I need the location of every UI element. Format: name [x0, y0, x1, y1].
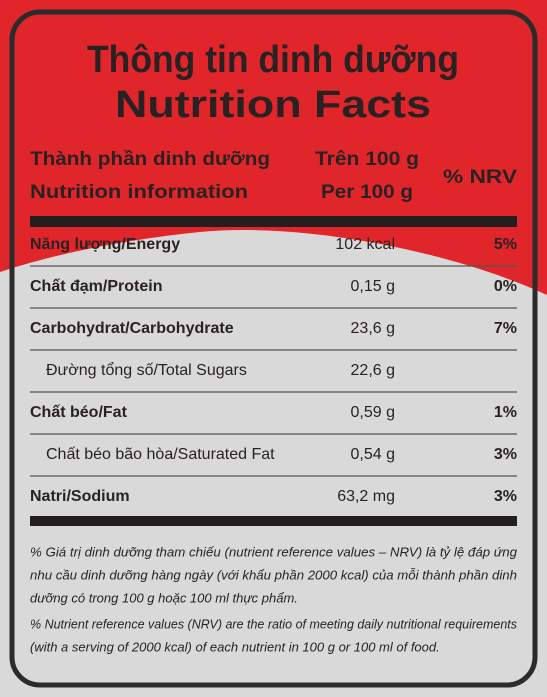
nutrient-name: Chất đạm/Protein: [30, 278, 162, 295]
nutrient-name: Natri/Sodium: [30, 488, 130, 505]
footnote-line: (with a serving of 2000 kcal) of each nu…: [30, 639, 440, 654]
footnote-line: % Giá trị dinh dưỡng tham chiếu (nutrien…: [30, 544, 518, 559]
title-en: Nutrition Facts: [115, 84, 431, 126]
header-name-vi: Thành phần dinh dưỡng: [30, 149, 270, 170]
title-vi: Thông tin dinh dưỡng: [87, 39, 459, 81]
nutrient-name: Chất béo bão hòa/Saturated Fat: [46, 446, 275, 463]
nutrient-value: 0,59 g: [351, 404, 395, 421]
nutrient-nrv: 3%: [494, 446, 517, 463]
nutrient-value: 22,6 g: [351, 362, 395, 379]
thick-rule: [30, 516, 517, 526]
nutrient-nrv: 1%: [494, 404, 517, 421]
nutrient-value: 63,2 mg: [337, 488, 395, 505]
thick-rule: [30, 216, 517, 227]
nutrient-value: 0,54 g: [351, 446, 395, 463]
nutrient-name: Năng lượng/Energy: [30, 236, 180, 253]
nutrient-nrv: 0%: [494, 278, 517, 295]
nutrient-value: 23,6 g: [351, 320, 395, 337]
footnote-line: nhu cầu dinh dưỡng hàng ngày (với khẩu p…: [30, 567, 517, 582]
header-nrv: % NRV: [443, 167, 517, 188]
nutrient-value: 0,15 g: [351, 278, 395, 295]
nutrient-nrv: 7%: [494, 320, 517, 337]
header-per-vi: Trên 100 g: [315, 149, 419, 170]
header-per-en: Per 100 g: [321, 182, 413, 203]
nutrient-value: 102 kcal: [335, 236, 395, 253]
footnote-line: dưỡng có trong 100 g hoặc 100 ml thực ph…: [30, 590, 298, 605]
footnote-line: % Nutrient reference values (NRV) are th…: [30, 616, 517, 631]
nutrient-name: Chất béo/Fat: [30, 404, 128, 421]
header-name-en: Nutrition information: [30, 182, 248, 203]
nutrient-nrv: 5%: [494, 236, 517, 253]
nutrient-name: Carbohydrat/Carbohydrate: [30, 320, 234, 337]
nutrient-name: Đường tổng số/Total Sugars: [46, 361, 247, 379]
border: [9, 9, 538, 688]
nutrient-nrv: 3%: [494, 488, 517, 505]
